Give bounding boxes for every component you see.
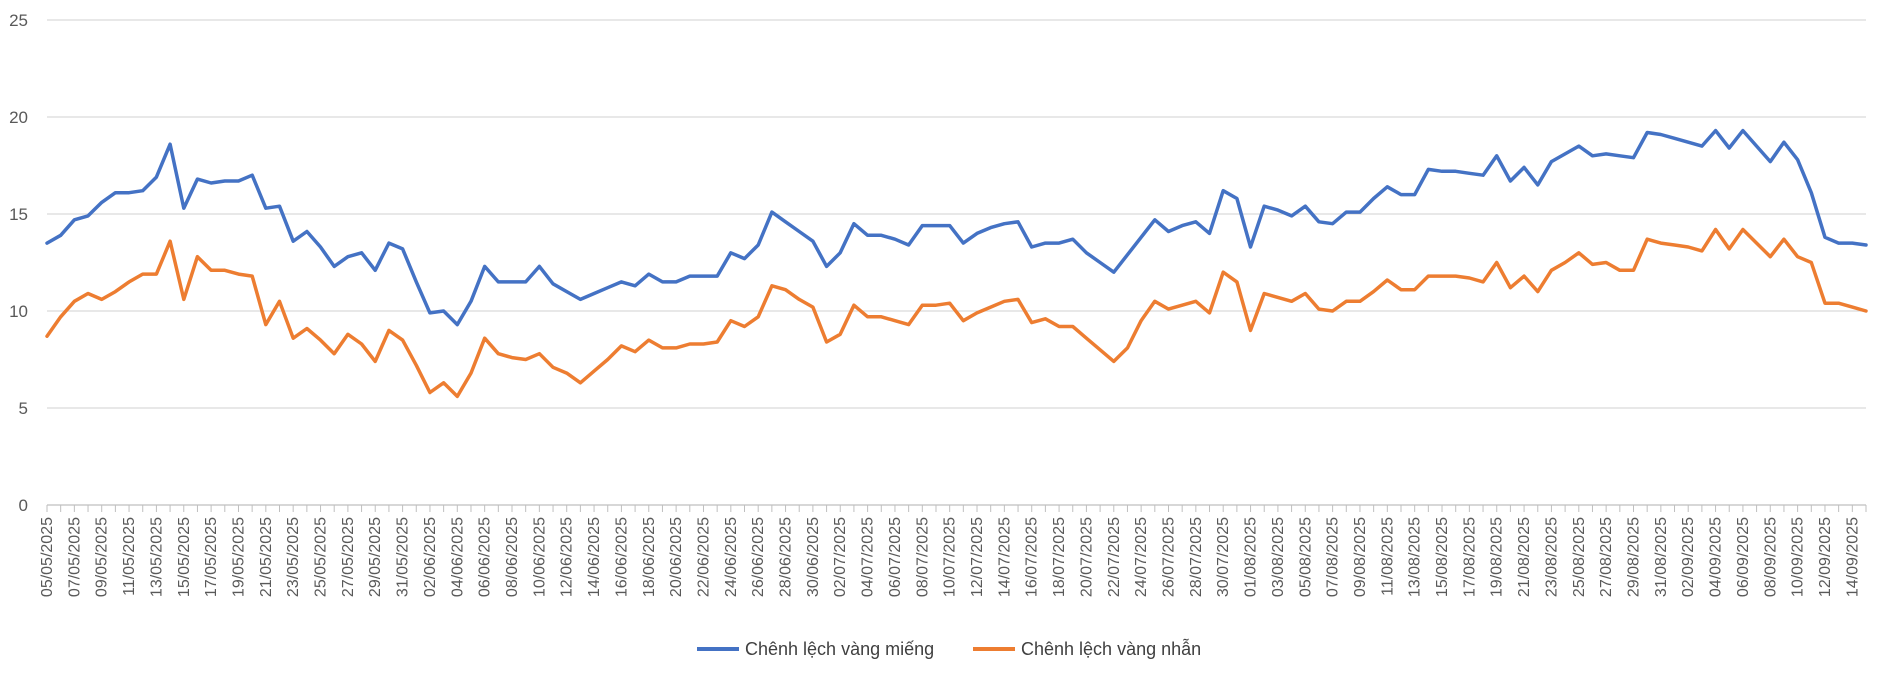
x-tick-label: 31/05/2025 [395, 517, 412, 597]
x-tick-label: 16/06/2025 [613, 517, 630, 597]
x-tick-label: 09/08/2025 [1352, 517, 1369, 597]
x-tick-label: 03/08/2025 [1270, 517, 1287, 597]
x-tick-label: 27/05/2025 [340, 517, 357, 597]
x-tick-label: 19/05/2025 [230, 517, 247, 597]
legend-label-2: Chênh lệch vàng nhẫn [1021, 638, 1201, 659]
x-tick-label: 12/09/2025 [1817, 517, 1834, 597]
x-tick-label: 14/09/2025 [1844, 517, 1861, 597]
x-tick-label: 15/08/2025 [1434, 517, 1451, 597]
x-tick-label: 02/09/2025 [1680, 517, 1697, 597]
x-tick-label: 09/05/2025 [94, 517, 111, 597]
x-tick-label: 16/07/2025 [1024, 517, 1041, 597]
x-tick-label: 06/09/2025 [1735, 517, 1752, 597]
y-tick-label: 25 [9, 11, 28, 30]
x-tick-label: 14/07/2025 [996, 517, 1013, 597]
x-tick-label: 21/08/2025 [1516, 517, 1533, 597]
x-tick-label: 04/06/2025 [449, 517, 466, 597]
x-tick-label: 18/07/2025 [1051, 517, 1068, 597]
x-tick-label: 23/08/2025 [1543, 517, 1560, 597]
x-tick-label: 22/06/2025 [695, 517, 712, 597]
x-tick-label: 23/05/2025 [285, 517, 302, 597]
series-line-2 [45, 227, 1868, 399]
x-tick-label: 02/07/2025 [832, 517, 849, 597]
x-tick-label: 01/08/2025 [1243, 517, 1260, 597]
y-tick-label: 15 [9, 205, 28, 224]
x-tick-label: 11/08/2025 [1379, 517, 1396, 596]
x-tick-label: 10/06/2025 [531, 517, 548, 597]
x-tick-label: 28/06/2025 [778, 517, 795, 597]
x-tick-label: 11/05/2025 [121, 517, 138, 596]
x-tick-label: 07/05/2025 [66, 517, 83, 597]
x-tick-label: 29/08/2025 [1625, 517, 1642, 597]
x-tick-label: 24/07/2025 [1133, 517, 1150, 597]
series-lines [45, 128, 1868, 399]
x-tick-label: 26/06/2025 [750, 517, 767, 597]
x-tick-label: 27/08/2025 [1598, 517, 1615, 597]
x-tick-label: 08/06/2025 [504, 517, 521, 597]
x-tick-label: 04/07/2025 [860, 517, 877, 597]
x-axis: 05/05/2025 07/05/2025 09/05/2025 11/05/2025… [39, 505, 1867, 597]
x-tick-label: 06/07/2025 [887, 517, 904, 597]
x-tick-label: 31/08/2025 [1653, 517, 1670, 597]
x-tick-label: 22/07/2025 [1106, 517, 1123, 597]
y-axis: 0 5 10 15 20 25 [9, 11, 28, 515]
series-line-1 [45, 128, 1868, 327]
x-tick-label: 08/07/2025 [914, 517, 931, 597]
x-tick-label: 13/05/2025 [148, 517, 165, 597]
gridlines [47, 19, 1866, 506]
y-tick-label: 10 [9, 302, 28, 321]
x-tick-label: 17/05/2025 [203, 517, 220, 597]
x-tick-label: 30/07/2025 [1215, 517, 1232, 597]
x-tick-label: 06/06/2025 [477, 517, 494, 597]
x-tick-label: 14/06/2025 [586, 517, 603, 597]
x-tick-label: 25/08/2025 [1571, 517, 1588, 597]
x-tick-label: 15/05/2025 [176, 517, 193, 597]
x-tick-label: 21/05/2025 [258, 517, 275, 597]
x-tick-label: 30/06/2025 [805, 517, 822, 597]
x-tick-label: 08/09/2025 [1762, 517, 1779, 597]
x-tick-label: 05/05/2025 [39, 517, 56, 597]
x-tick-label: 17/08/2025 [1461, 517, 1478, 597]
x-tick-label: 12/07/2025 [969, 517, 986, 597]
x-tick-label: 18/06/2025 [641, 517, 658, 597]
legend: Chênh lệch vàng miếng Chênh lệch vàng nhẫ… [697, 638, 1201, 659]
x-tick-label: 12/06/2025 [559, 517, 576, 597]
x-tick-label: 05/08/2025 [1297, 517, 1314, 597]
x-tick-label: 04/09/2025 [1708, 517, 1725, 597]
x-tick-label: 19/08/2025 [1489, 517, 1506, 597]
y-tick-label: 5 [19, 399, 28, 418]
x-tick-label: 20/06/2025 [668, 517, 685, 597]
x-tick-label: 25/05/2025 [313, 517, 330, 597]
legend-label-1: Chênh lệch vàng miếng [745, 639, 934, 659]
x-tick-label: 28/07/2025 [1188, 517, 1205, 597]
x-tick-label: 20/07/2025 [1078, 517, 1095, 597]
x-tick-label: 07/08/2025 [1325, 517, 1342, 597]
x-tick-label: 26/07/2025 [1160, 517, 1177, 597]
x-tick-label: 10/07/2025 [942, 517, 959, 597]
x-tick-label: 10/09/2025 [1790, 517, 1807, 597]
x-tick-label: 29/05/2025 [367, 517, 384, 597]
y-tick-label: 0 [19, 496, 28, 515]
x-tick-label: 24/06/2025 [723, 517, 740, 597]
x-tick-label: 02/06/2025 [422, 517, 439, 597]
x-tick-label: 13/08/2025 [1407, 517, 1424, 597]
y-tick-label: 20 [9, 108, 28, 127]
